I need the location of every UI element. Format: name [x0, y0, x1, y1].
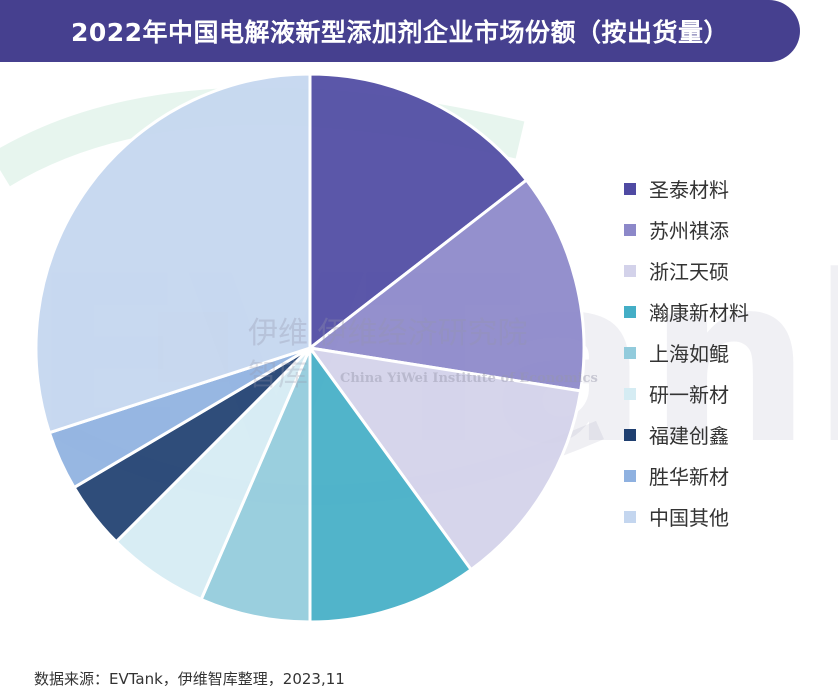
legend-item-2: 苏州祺添	[624, 209, 749, 250]
legend-label: 中国其他	[649, 506, 729, 530]
legend-swatch	[624, 346, 636, 359]
legend-label: 胜华新材	[649, 465, 729, 489]
pie-slice-5	[199, 347, 312, 624]
legend-item-7: 福建创鑫	[624, 414, 749, 455]
legend-swatch	[624, 223, 636, 236]
legend-label: 研一新材	[649, 383, 729, 407]
legend-item-1: 圣泰材料	[624, 168, 749, 209]
title-bar: 2022年中国电解液新型添加剂企业市场份额（按出货量）	[0, 0, 800, 62]
watermark-cn-name: 伊维经济研究院	[317, 316, 528, 351]
chart-title: 2022年中国电解液新型添加剂企业市场份额（按出货量）	[70, 18, 730, 47]
legend-swatch	[624, 305, 636, 318]
legend-swatch	[624, 182, 636, 195]
watermark-short-name-2: 智库	[248, 358, 308, 393]
legend-swatch	[624, 469, 636, 482]
pie-slice-3	[306, 345, 583, 572]
pie-slice-4	[308, 343, 474, 624]
source-note: 数据来源：EVTank，伊维智库整理，2023,11	[34, 670, 345, 688]
legend-swatch	[624, 510, 636, 523]
pie-slice-9	[34, 72, 312, 435]
pie-chart: EVTank	[0, 72, 838, 624]
chart-legend: 圣泰材料苏州祺添浙江天硕瀚康新材料上海如鲲研一新材福建创鑫胜华新材中国其他	[624, 168, 749, 537]
legend-label: 福建创鑫	[649, 424, 729, 448]
legend-swatch	[624, 387, 636, 400]
legend-label: 瀚康新材料	[649, 301, 749, 325]
pie-slices	[34, 72, 586, 624]
legend-item-8: 胜华新材	[624, 455, 749, 496]
legend-label: 浙江天硕	[649, 260, 729, 284]
watermark-en-name: China YiWei Institute of Economics	[340, 371, 598, 386]
pie-slice-1	[308, 72, 529, 352]
legend-label: 圣泰材料	[649, 178, 729, 202]
legend-swatch	[624, 428, 636, 441]
legend-item-3: 浙江天硕	[624, 250, 749, 291]
legend-swatch	[624, 264, 636, 277]
legend-item-9: 中国其他	[624, 496, 749, 537]
legend-label: 苏州祺添	[649, 219, 729, 243]
legend-item-6: 研一新材	[624, 373, 749, 414]
legend-item-4: 瀚康新材料	[624, 291, 749, 332]
legend-item-5: 上海如鲲	[624, 332, 749, 373]
legend-label: 上海如鲲	[649, 342, 729, 366]
pie-slice-2	[306, 177, 586, 393]
watermark-short-name-1: 伊维 伊维经济研究院	[248, 316, 528, 351]
